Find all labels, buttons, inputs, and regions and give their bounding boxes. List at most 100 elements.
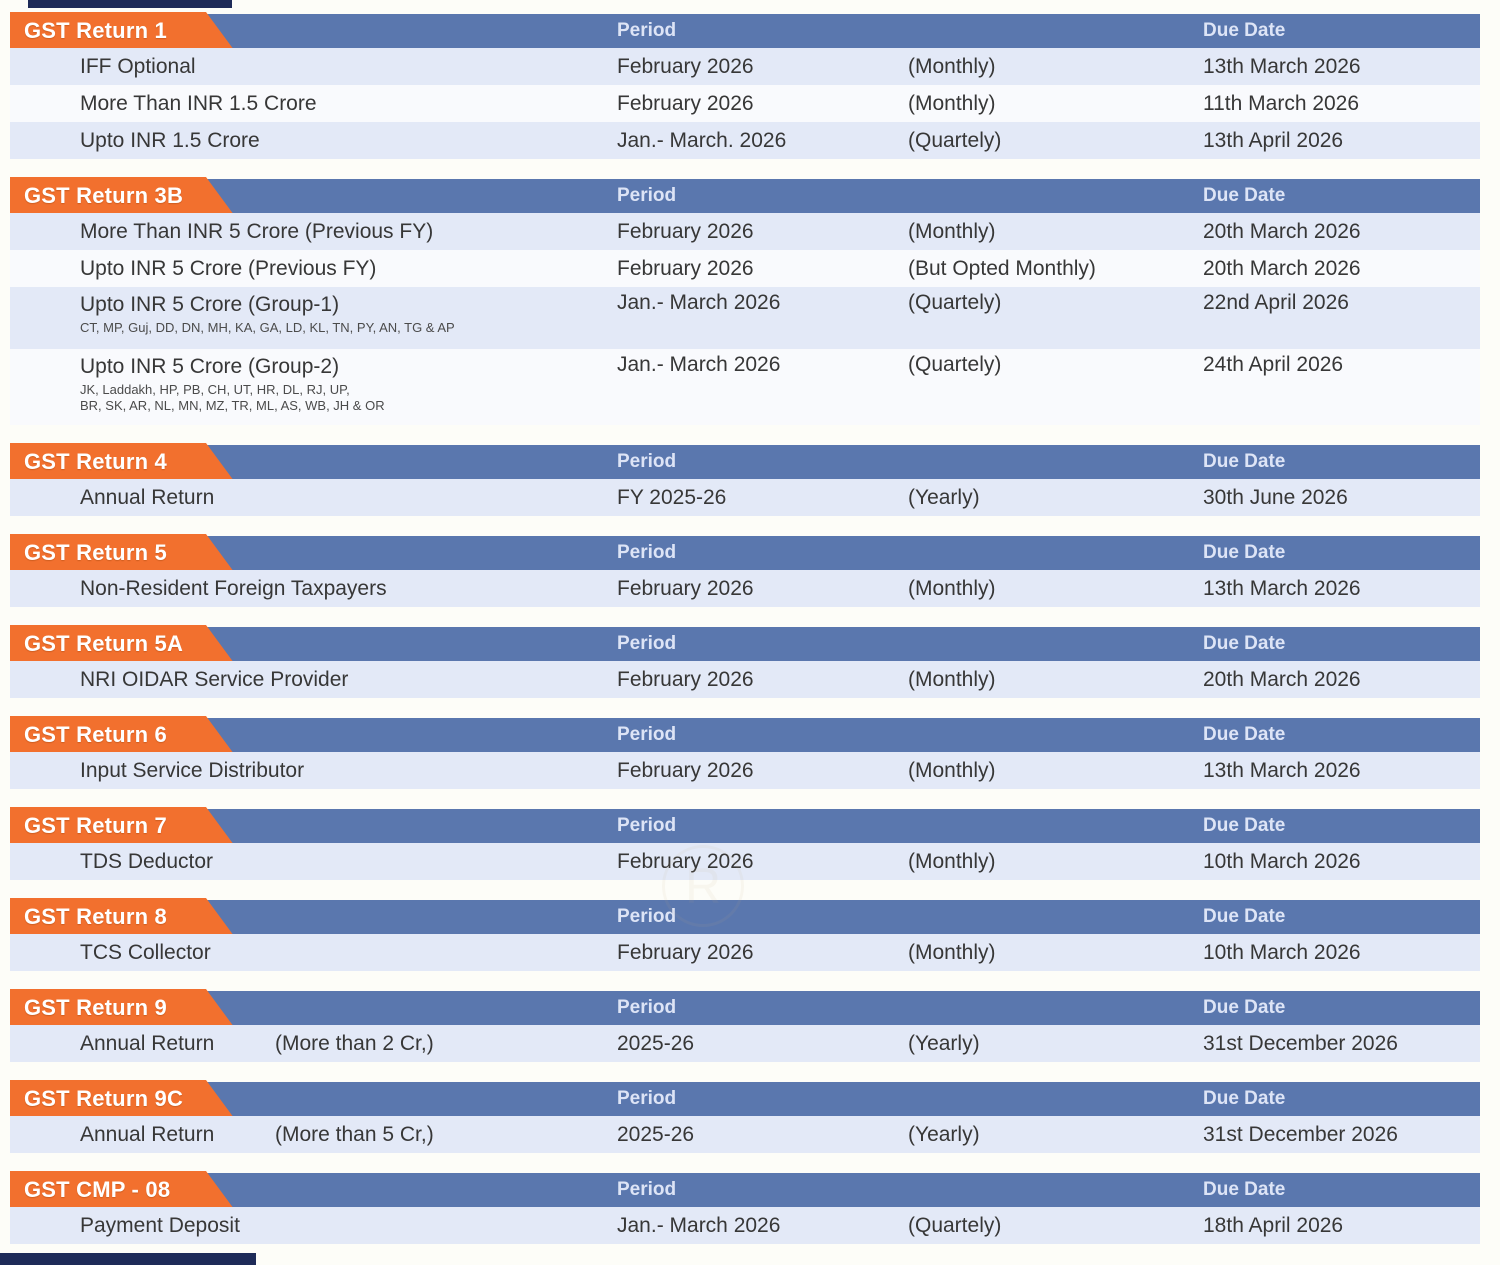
- row-due-date: 20th March 2026: [1203, 256, 1361, 280]
- section-title: GST Return 9C: [24, 1086, 184, 1111]
- section-gst-return-3b: GST Return 3B Period Due Date More Than …: [10, 177, 1480, 425]
- row-due-date: 24th April 2026: [1203, 353, 1344, 376]
- row-name: Input Service Distributor: [80, 758, 305, 782]
- period-column-header: Period: [617, 815, 677, 836]
- row-name: More Than INR 5 Crore (Previous FY): [80, 219, 434, 243]
- table-row: Annual Return (More than 5 Cr,) 2025-26 …: [10, 1116, 1480, 1153]
- section-gst-return-8: GST Return 8 Period Due Date TCS Collect…: [10, 898, 1480, 971]
- row-name: TDS Deductor: [80, 849, 214, 873]
- row-frequency: (Monthly): [908, 54, 996, 78]
- section-title-badge: GST Return 8: [10, 898, 234, 936]
- row-frequency: (Monthly): [908, 91, 996, 115]
- row-name: Annual Return: [80, 1122, 215, 1146]
- section-gst-return-5a: GST Return 5A Period Due Date NRI OIDAR …: [10, 625, 1480, 698]
- row-frequency: (Monthly): [908, 576, 996, 600]
- row-due-date: 13th March 2026: [1203, 576, 1361, 600]
- row-name: Upto INR 5 Crore (Previous FY): [80, 256, 377, 280]
- section-title: GST Return 5A: [24, 631, 184, 656]
- row-due-date: 10th March 2026: [1203, 849, 1361, 873]
- table-row: Annual Return (More than 2 Cr,) 2025-26 …: [10, 1025, 1480, 1062]
- section-header: GST Return 9C Period Due Date: [10, 1080, 1480, 1118]
- section-header: GST Return 8 Period Due Date: [10, 898, 1480, 936]
- section-title-badge: GST Return 9: [10, 989, 234, 1027]
- section-title-badge: GST Return 5A: [10, 625, 234, 663]
- row-due-date: 20th March 2026: [1203, 667, 1361, 691]
- row-frequency: (Monthly): [908, 219, 996, 243]
- row-due-date: 20th March 2026: [1203, 219, 1361, 243]
- section-gst-return-9c: GST Return 9C Period Due Date Annual Ret…: [10, 1080, 1480, 1153]
- table-row: More Than INR 1.5 Crore February 2026 (M…: [10, 85, 1480, 122]
- section-title-badge: GST Return 5: [10, 534, 234, 572]
- row-period: February 2026: [617, 54, 754, 78]
- section-title: GST Return 7: [24, 813, 167, 838]
- period-column-header: Period: [617, 1088, 677, 1109]
- section-header: GST Return 3B Period Due Date: [10, 177, 1480, 215]
- row-frequency: (Yearly): [908, 1122, 980, 1146]
- section-title: GST Return 8: [24, 904, 167, 929]
- section-title: GST Return 3B: [24, 183, 184, 208]
- section-header: GST Return 9 Period Due Date: [10, 989, 1480, 1027]
- period-column-header: Period: [617, 185, 677, 206]
- section-gst-cmp-08: GST CMP - 08 Period Due Date Payment Dep…: [10, 1171, 1480, 1244]
- row-period: Jan.- March 2026: [617, 291, 781, 314]
- row-name: NRI OIDAR Service Provider: [80, 667, 349, 691]
- due-date-column-header: Due Date: [1203, 1179, 1286, 1200]
- table-row: IFF Optional February 2026 (Monthly) 13t…: [10, 48, 1480, 85]
- row-period: February 2026: [617, 219, 754, 243]
- row-period: 2025-26: [617, 1122, 695, 1146]
- section-title-badge: GST Return 9C: [10, 1080, 234, 1118]
- row-frequency: (Yearly): [908, 1031, 980, 1055]
- table-row: Annual Return FY 2025-26 (Yearly) 30th J…: [10, 479, 1480, 516]
- period-column-header: Period: [617, 906, 677, 927]
- row-name-qualifier: (More than 2 Cr,): [275, 1031, 434, 1055]
- due-date-column-header: Due Date: [1203, 633, 1286, 654]
- row-frequency: (Monthly): [908, 849, 996, 873]
- section-title-badge: GST Return 1: [10, 12, 234, 50]
- section-title: GST Return 5: [24, 540, 167, 565]
- row-due-date: 30th June 2026: [1203, 485, 1348, 509]
- row-name: Annual Return: [80, 1031, 215, 1055]
- row-name-qualifier: (More than 5 Cr,): [275, 1122, 434, 1146]
- row-period: February 2026: [617, 758, 754, 782]
- row-period: February 2026: [617, 667, 754, 691]
- table-row: Upto INR 5 Crore (Group-1) CT, MP, Guj, …: [10, 287, 1480, 349]
- row-due-date: 22nd April 2026: [1203, 291, 1349, 314]
- section-title-badge: GST Return 6: [10, 716, 234, 754]
- row-frequency: (Quartely): [908, 291, 1002, 314]
- row-frequency: (Yearly): [908, 485, 980, 509]
- due-date-column-header: Due Date: [1203, 451, 1286, 472]
- row-name: Upto INR 5 Crore (Group-2): [80, 355, 340, 378]
- period-column-header: Period: [617, 1179, 677, 1200]
- period-column-header: Period: [617, 542, 677, 563]
- row-name: Upto INR 5 Crore (Group-1): [80, 293, 340, 316]
- due-date-column-header: Due Date: [1203, 997, 1286, 1018]
- period-column-header: Period: [617, 20, 677, 41]
- row-period: Jan.- March 2026: [617, 1213, 781, 1237]
- section-title: GST Return 9: [24, 995, 167, 1020]
- due-date-column-header: Due Date: [1203, 185, 1286, 206]
- due-date-column-header: Due Date: [1203, 20, 1286, 41]
- row-name: More Than INR 1.5 Crore: [80, 91, 317, 115]
- row-due-date: 31st December 2026: [1203, 1122, 1398, 1146]
- due-date-column-header: Due Date: [1203, 724, 1286, 745]
- row-period: February 2026: [617, 849, 754, 873]
- row-name-block: Upto INR 5 Crore (Group-2) JK, Laddakh, …: [80, 353, 385, 414]
- row-name: Upto INR 1.5 Crore: [80, 128, 260, 152]
- top-accent-bar: [28, 0, 232, 8]
- section-header: GST Return 1 Period Due Date: [10, 12, 1480, 50]
- due-date-column-header: Due Date: [1203, 906, 1286, 927]
- bottom-accent-bar: [0, 1253, 256, 1265]
- row-frequency: (Monthly): [908, 940, 996, 964]
- table-row: Input Service Distributor February 2026 …: [10, 752, 1480, 789]
- row-period: February 2026: [617, 91, 754, 115]
- period-column-header: Period: [617, 724, 677, 745]
- period-column-header: Period: [617, 997, 677, 1018]
- row-name: Non-Resident Foreign Taxpayers: [80, 576, 387, 600]
- table-row: Upto INR 5 Crore (Previous FY) February …: [10, 250, 1480, 287]
- row-due-date: 31st December 2026: [1203, 1031, 1398, 1055]
- section-title-badge: GST Return 4: [10, 443, 234, 481]
- row-frequency: (Monthly): [908, 667, 996, 691]
- row-period: February 2026: [617, 576, 754, 600]
- section-gst-return-6: GST Return 6 Period Due Date Input Servi…: [10, 716, 1480, 789]
- row-period: 2025-26: [617, 1031, 695, 1055]
